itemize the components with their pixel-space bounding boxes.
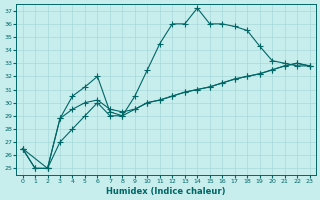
X-axis label: Humidex (Indice chaleur): Humidex (Indice chaleur) xyxy=(106,187,226,196)
